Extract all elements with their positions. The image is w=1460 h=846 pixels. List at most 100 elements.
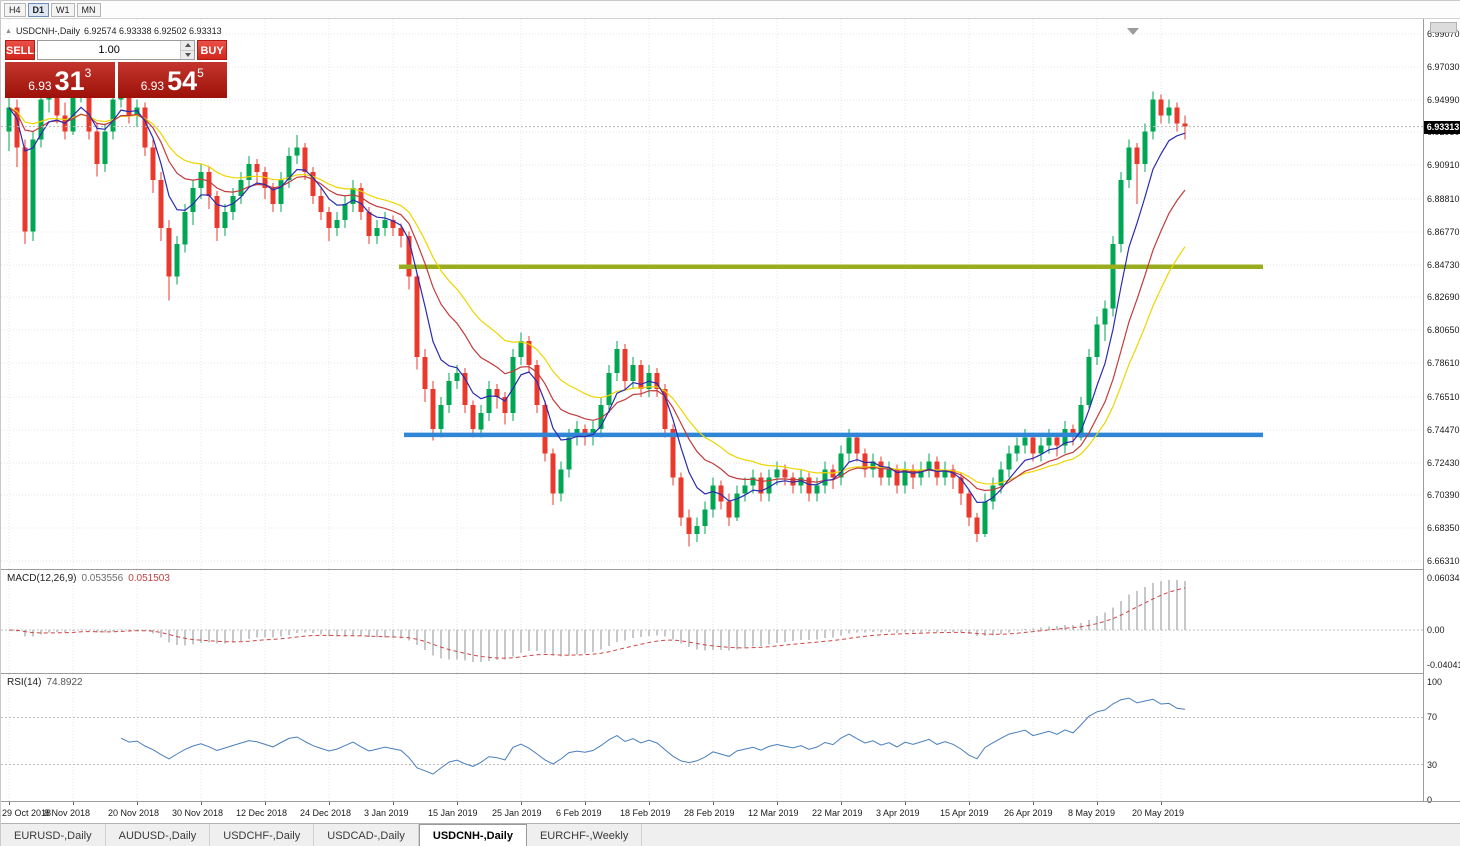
rsi-grid (1, 674, 1423, 801)
scale-corner-button[interactable] (1430, 22, 1457, 33)
volume-input[interactable] (38, 41, 181, 59)
price-tick-label: 6.86770 (1427, 226, 1460, 237)
time-tick (329, 802, 330, 805)
time-tick (969, 802, 970, 805)
macd-panel[interactable] (1, 570, 1423, 673)
tab-usdchf[interactable]: USDCHF-,Daily (210, 824, 315, 846)
price-tick-label: 6.80650 (1427, 325, 1460, 336)
tab-audusd[interactable]: AUDUSD-,Daily (106, 824, 211, 846)
time-tick-label: 15 Apr 2019 (940, 808, 989, 818)
sell-price-button[interactable]: 6.93 31 3 (5, 62, 115, 98)
time-tick (9, 802, 10, 805)
macd-signal-value: 0.051503 (128, 573, 170, 584)
panel-separator[interactable] (1, 801, 1460, 802)
timeframe-h4-button[interactable]: H4 (4, 2, 26, 17)
macd-name: MACD(12,26,9) (7, 573, 77, 584)
chart-title-symbol: USDCNH-,Daily (15, 26, 80, 36)
buy-price-button[interactable]: 6.93 54 5 (117, 62, 227, 98)
time-tick (649, 802, 650, 805)
time-tick (905, 802, 906, 805)
rsi-line (120, 697, 1186, 775)
time-tick-label: 18 Feb 2019 (620, 808, 671, 818)
time-tick (265, 802, 266, 805)
time-tick-label: 20 May 2019 (1132, 808, 1185, 818)
price-scale-axis[interactable]: 6.990706.970306.949906.929506.909106.888… (1423, 19, 1460, 805)
tab-eurusd[interactable]: EURUSD-,Daily (1, 824, 106, 846)
down-arrow-icon (184, 52, 191, 57)
macd-axis-label: -0.040415 (1427, 659, 1460, 670)
volume-spinbox (37, 40, 196, 60)
buy-price-big: 54 (167, 66, 198, 96)
one-click-trading-widget: ▲ USDCNH-,Daily 6.92574 6.93338 6.92502 … (5, 26, 227, 98)
rsi-name: RSI(14) (7, 677, 42, 688)
time-tick-label: 8 Nov 2018 (44, 808, 91, 818)
time-tick-label: 8 May 2019 (1068, 808, 1116, 818)
time-tick (73, 802, 74, 805)
price-tick-label: 6.68350 (1427, 523, 1460, 534)
time-tick-label: 12 Mar 2019 (748, 808, 799, 818)
price-chart[interactable] (1, 19, 1423, 569)
candles (6, 75, 1188, 547)
collapse-arrow-icon[interactable]: ▲ (5, 27, 12, 35)
time-tick (201, 802, 202, 805)
time-tick-label: 29 Oct 2018 (2, 808, 52, 818)
price-tick-label: 6.88810 (1427, 194, 1460, 205)
volume-down-button[interactable] (181, 49, 195, 59)
time-tick-label: 3 Apr 2019 (876, 808, 920, 818)
tab-usdcnh[interactable]: USDCNH-,Daily (418, 824, 527, 846)
volume-up-button[interactable] (181, 41, 195, 50)
buy-button[interactable]: BUY (197, 40, 227, 60)
tab-usdcad[interactable]: USDCAD-,Daily (314, 824, 419, 846)
rsi-value: 74.8922 (46, 677, 83, 688)
macd-signal-line (8, 587, 1186, 659)
sell-button[interactable]: SELL (5, 40, 36, 60)
rsi-panel[interactable] (1, 674, 1423, 801)
ma_mid-ma-line (8, 107, 1186, 492)
time-tick-label: 26 Apr 2019 (1004, 808, 1053, 818)
time-tick (137, 802, 138, 805)
time-tick-label: 6 Feb 2019 (556, 808, 602, 818)
time-tick (521, 802, 522, 805)
ma_slow-ma-line (8, 106, 1186, 485)
price-tick-label: 6.72430 (1427, 457, 1460, 468)
macd-main-value: 0.053556 (81, 573, 124, 584)
rsi-axis-label: 0 (1427, 795, 1433, 805)
price-tick-label: 6.94990 (1427, 94, 1460, 105)
timeframe-d1-button[interactable]: D1 (27, 2, 50, 17)
macd-histogram (16, 579, 1186, 663)
price-tick-label: 6.78610 (1427, 358, 1460, 369)
price-tick-label: 6.84730 (1427, 259, 1460, 270)
time-tick (585, 802, 586, 805)
macd-axis-label: 0.060342 (1427, 572, 1460, 583)
buy-price-sup: 5 (197, 66, 204, 80)
buy-price-small: 6.93 (140, 79, 165, 93)
time-tick-label: 22 Mar 2019 (812, 808, 863, 818)
sell-price-small: 6.93 (28, 79, 52, 93)
time-scale-axis[interactable]: 29 Oct 2018 8 Nov 2018 20 Nov 2018 30 Nov 2… (1, 802, 1423, 823)
time-tick (777, 802, 778, 805)
timeframe-toolbar: H4 D1 W1 MN (1, 1, 1460, 19)
ma_fast-ma-line (8, 106, 1186, 504)
timeframe-mn-button[interactable]: MN (76, 2, 101, 17)
panel-separator[interactable] (1, 569, 1423, 570)
macd-axis-label: 0.00 (1427, 625, 1445, 635)
price-tick-label: 6.76510 (1427, 391, 1460, 402)
panel-separator[interactable] (1, 673, 1423, 674)
price-tick-label: 6.82690 (1427, 292, 1460, 303)
time-tick (1097, 802, 1098, 805)
price-tick-label: 6.99070 (1427, 28, 1460, 39)
tab-eurchf[interactable]: EURCHF-,Weekly (527, 824, 643, 846)
chart-shift-marker[interactable] (1127, 28, 1139, 35)
chart-title-ohlc: 6.92574 6.93338 6.92502 6.93313 (83, 26, 222, 36)
time-tick-label: 3 Jan 2019 (364, 808, 409, 818)
rsi-indicator-label: RSI(14) 74.8922 (7, 677, 83, 688)
sell-price-sup: 3 (84, 66, 92, 80)
rsi-axis-label: 30 (1427, 759, 1438, 770)
rsi-axis-label: 70 (1427, 712, 1438, 723)
timeframe-w1-button[interactable]: W1 (51, 2, 75, 17)
time-tick-label: 12 Dec 2018 (236, 808, 288, 818)
up-arrow-icon (184, 43, 191, 48)
price-tick-label: 6.70390 (1427, 490, 1460, 501)
price-tick-label: 6.66310 (1427, 556, 1460, 566)
